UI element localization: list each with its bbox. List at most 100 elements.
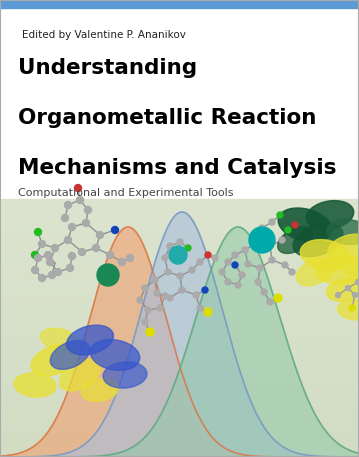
Bar	[0, 385, 359, 389]
Bar	[0, 218, 359, 223]
Bar	[0, 417, 359, 422]
Circle shape	[232, 262, 238, 268]
Ellipse shape	[90, 340, 140, 370]
Bar	[0, 401, 359, 406]
Bar	[0, 328, 359, 332]
Bar	[0, 250, 359, 255]
Circle shape	[259, 225, 265, 231]
Circle shape	[65, 202, 71, 208]
Circle shape	[34, 228, 42, 235]
Circle shape	[97, 264, 119, 286]
Circle shape	[79, 249, 85, 255]
Circle shape	[142, 319, 148, 325]
Bar	[0, 340, 359, 345]
Bar	[0, 315, 359, 319]
Bar	[0, 372, 359, 377]
Circle shape	[267, 243, 273, 249]
Circle shape	[225, 279, 231, 285]
Circle shape	[84, 207, 92, 213]
Bar	[0, 302, 359, 306]
Bar	[0, 427, 359, 431]
Ellipse shape	[103, 362, 147, 388]
Circle shape	[232, 252, 238, 258]
Circle shape	[167, 243, 173, 249]
Circle shape	[137, 297, 143, 303]
Circle shape	[269, 219, 275, 225]
Bar	[0, 282, 359, 287]
Circle shape	[154, 290, 160, 296]
Text: Organometallic Reaction: Organometallic Reaction	[18, 108, 316, 128]
Bar	[0, 376, 359, 380]
Bar	[0, 350, 359, 354]
Bar	[0, 254, 359, 258]
Circle shape	[219, 269, 225, 275]
Circle shape	[204, 308, 212, 316]
Ellipse shape	[327, 219, 359, 244]
Bar	[0, 369, 359, 373]
Circle shape	[279, 237, 285, 243]
Circle shape	[157, 305, 163, 311]
Bar	[0, 266, 359, 271]
Bar	[0, 292, 359, 297]
Circle shape	[32, 251, 38, 259]
Bar	[0, 392, 359, 396]
Circle shape	[255, 239, 261, 245]
Bar	[0, 356, 359, 361]
Bar	[0, 212, 359, 216]
Circle shape	[255, 279, 261, 285]
Bar	[0, 440, 359, 444]
Circle shape	[292, 222, 298, 228]
Circle shape	[76, 197, 84, 203]
Circle shape	[205, 252, 211, 258]
Circle shape	[65, 237, 71, 244]
Bar	[0, 311, 359, 316]
Circle shape	[112, 227, 118, 234]
Bar	[0, 382, 359, 386]
Bar	[0, 395, 359, 399]
Bar	[0, 324, 359, 329]
Circle shape	[261, 289, 267, 295]
Circle shape	[185, 245, 191, 251]
Circle shape	[282, 262, 288, 268]
Circle shape	[142, 285, 148, 291]
Circle shape	[38, 275, 46, 282]
Bar	[0, 273, 359, 277]
Bar	[0, 388, 359, 393]
Text: Edited by Valentine P. Ananikov: Edited by Valentine P. Ananikov	[22, 30, 186, 40]
Ellipse shape	[316, 256, 359, 284]
Ellipse shape	[293, 223, 343, 257]
Ellipse shape	[300, 239, 350, 271]
Ellipse shape	[296, 258, 334, 286]
Bar	[0, 318, 359, 322]
Ellipse shape	[60, 359, 101, 391]
Circle shape	[165, 269, 171, 275]
Circle shape	[349, 305, 355, 311]
Circle shape	[66, 265, 74, 271]
Circle shape	[355, 280, 359, 285]
Bar	[0, 408, 359, 412]
Circle shape	[69, 253, 75, 260]
Ellipse shape	[278, 227, 312, 254]
Bar	[0, 414, 359, 419]
Ellipse shape	[337, 300, 359, 320]
Bar	[0, 411, 359, 415]
Circle shape	[146, 328, 154, 336]
Bar	[0, 334, 359, 338]
Circle shape	[38, 240, 46, 248]
Circle shape	[169, 246, 187, 264]
Bar	[0, 331, 359, 335]
Circle shape	[197, 259, 203, 265]
Bar	[0, 450, 359, 454]
Circle shape	[93, 244, 99, 251]
Bar	[0, 225, 359, 229]
Circle shape	[274, 294, 282, 302]
Bar	[0, 404, 359, 409]
Bar	[0, 279, 359, 283]
Bar	[0, 0, 359, 200]
Bar	[0, 443, 359, 447]
Ellipse shape	[328, 234, 359, 262]
Circle shape	[55, 269, 61, 276]
Ellipse shape	[278, 208, 332, 242]
Circle shape	[61, 214, 69, 222]
Bar	[0, 295, 359, 300]
